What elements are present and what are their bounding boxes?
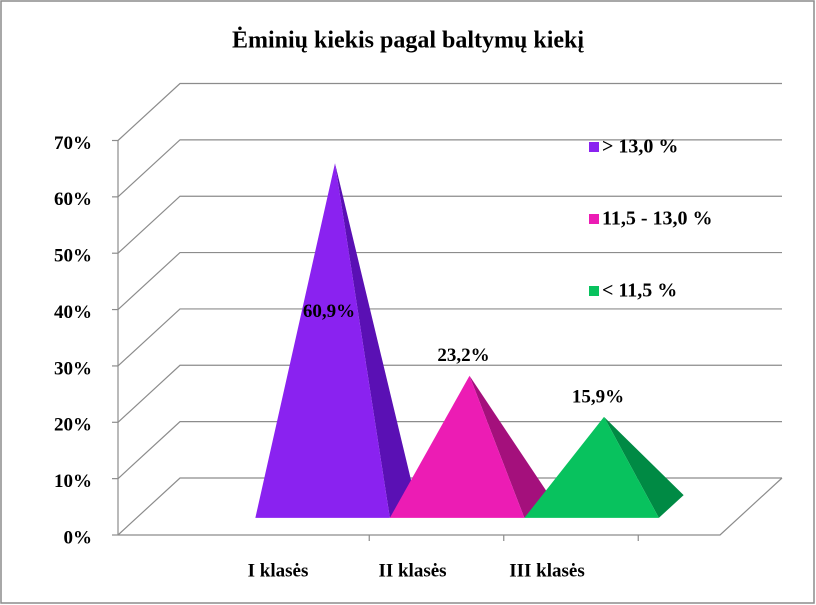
grid-line	[117, 139, 782, 198]
pyramid-front	[389, 375, 525, 518]
pyramid-side	[469, 375, 550, 518]
chart-title: Ėminių kiekis pagal baltymų kiekį	[232, 28, 584, 54]
grid-line	[117, 421, 782, 480]
y-tick-label: 0%	[64, 527, 93, 548]
grid-line	[117, 251, 782, 311]
value-label: 23,2%	[437, 345, 489, 366]
x-tick-label: II klasės	[378, 560, 446, 581]
pyramid-side	[604, 416, 684, 518]
y-tick-label: 40%	[54, 302, 92, 323]
x-tick-label: I klasės	[248, 560, 309, 581]
value-label: 60,9%	[303, 301, 355, 322]
legend-swatch	[589, 214, 599, 224]
pyramid-front	[524, 416, 659, 518]
pyramid-front	[255, 163, 390, 518]
value-label: 15,9%	[572, 386, 624, 407]
y-tick-label: 10%	[54, 471, 92, 492]
legend-label: < 11,5 %	[602, 280, 677, 302]
pyramid-side	[335, 163, 415, 518]
y-tick-label: 30%	[54, 358, 92, 379]
grid-line	[117, 82, 782, 141]
floor-edge	[118, 477, 783, 536]
y-tick-label: 50%	[54, 246, 92, 267]
y-tick-label: 60%	[54, 189, 92, 210]
grid-line	[117, 195, 782, 254]
legend-swatch	[589, 142, 599, 152]
y-tick-label: 20%	[54, 415, 92, 436]
y-tick-label: 70%	[54, 133, 92, 154]
legend-label: > 13,0 %	[602, 136, 678, 158]
legend-swatch	[589, 286, 599, 296]
grid-line	[117, 308, 782, 367]
grid-line	[117, 364, 782, 423]
legend-label: 11,5 - 13,0 %	[602, 208, 713, 230]
x-tick-label: III klasės	[509, 560, 585, 581]
